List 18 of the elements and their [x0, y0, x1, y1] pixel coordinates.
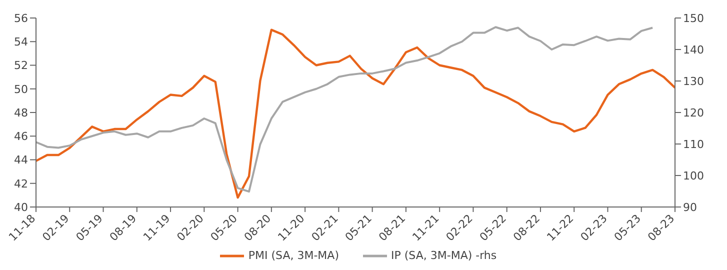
y2-tick-label: 130 — [683, 74, 704, 88]
y-tick-label: 52 — [14, 59, 28, 72]
legend-label: PMI (SA, 3M-MA) — [248, 249, 339, 262]
y-tick-label: 46 — [14, 130, 28, 144]
legend-label: IP (SA, 3M-MA) -rhs — [391, 249, 497, 262]
y-tick-label: 56 — [14, 12, 28, 25]
y2-tick-label: 100 — [683, 169, 704, 182]
y2-tick-label: 150 — [683, 12, 704, 25]
y2-tick-label: 120 — [683, 106, 704, 120]
y2-tick-label: 90 — [683, 200, 697, 214]
y-tick-label: 50 — [14, 82, 28, 96]
y2-tick-label: 140 — [683, 43, 704, 56]
y-tick-label: 44 — [14, 154, 28, 167]
y-tick-label: 42 — [14, 177, 28, 190]
y-tick-label: 54 — [14, 36, 28, 49]
y2-tick-label: 110 — [683, 138, 704, 151]
y-tick-label: 48 — [14, 106, 28, 120]
y-tick-label: 40 — [14, 200, 28, 214]
